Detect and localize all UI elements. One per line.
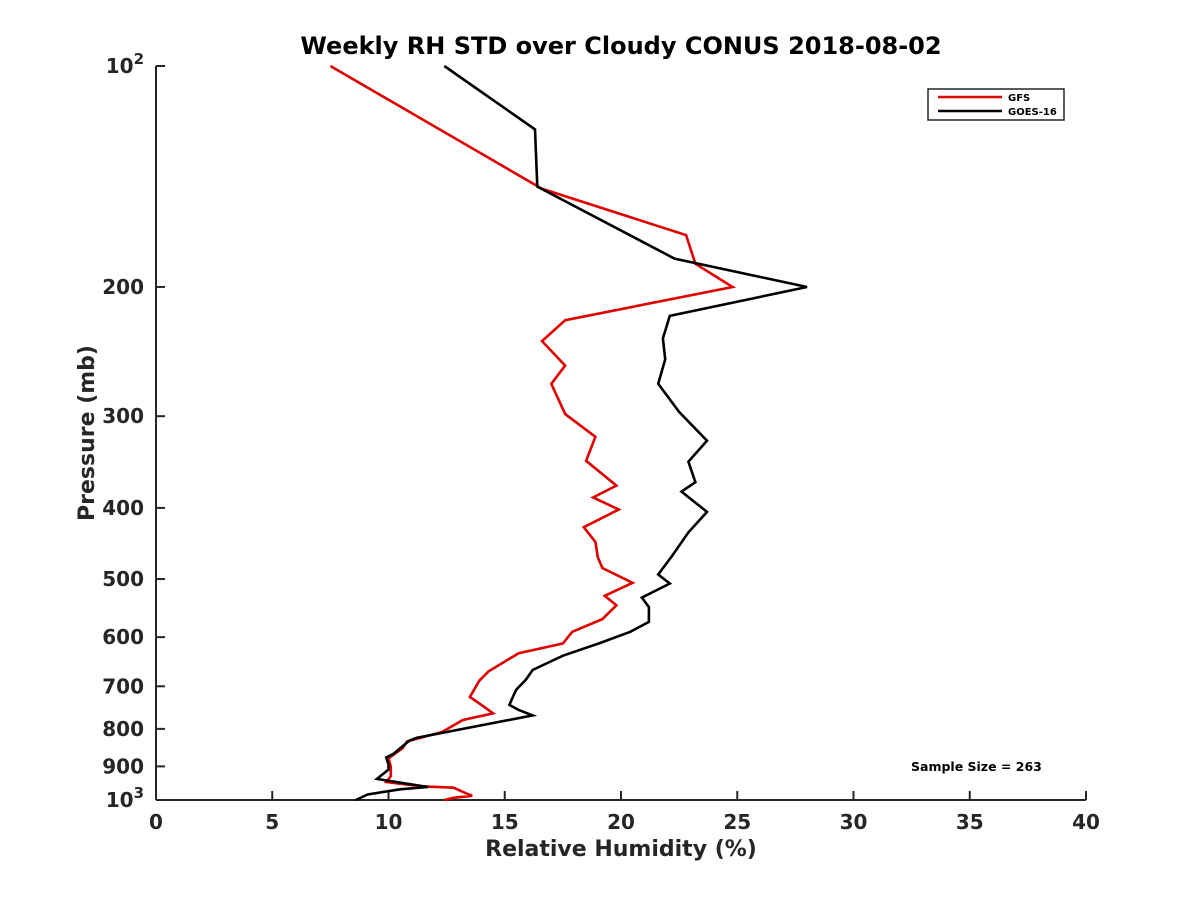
legend-label-goes16: GOES-16	[1008, 107, 1057, 118]
y-axis-label: Pressure (mb)	[75, 345, 100, 521]
y-tick-label: 300	[102, 404, 144, 428]
x-tick-label: 35	[956, 810, 984, 834]
legend-label-gfs: GFS	[1008, 93, 1030, 104]
sample-size-annotation: Sample Size = 263	[911, 759, 1042, 774]
y-tick-label: 400	[102, 496, 144, 520]
series-line-gfs	[329, 64, 737, 802]
x-tick-label: 30	[840, 810, 868, 834]
y-tick-label: 500	[102, 567, 144, 591]
x-tick-label: 25	[723, 810, 751, 834]
y-tick-label: 700	[102, 674, 144, 698]
series-layer	[329, 64, 808, 802]
y-tick-label: 900	[102, 754, 144, 778]
x-ticks: 0 5 10 15 20 25 30 35 40	[149, 791, 1100, 834]
y-ticks: 102 200 300 400 500 600 700 800 900 103	[102, 50, 165, 812]
y-tick-label: 102	[106, 50, 144, 78]
legend: GFS GOES-16	[927, 88, 1065, 121]
x-axis-label: Relative Humidity (%)	[485, 837, 757, 862]
legend-box	[927, 88, 1065, 121]
x-tick-label: 15	[491, 810, 519, 834]
plot-area: 0 5 10 15 20 25 30 35 40 102 200 300 400 500 600 700 80…	[102, 50, 1100, 834]
y-tick-label: 800	[102, 717, 144, 741]
x-tick-label: 10	[375, 810, 403, 834]
y-tick-label: 600	[102, 625, 144, 649]
x-tick-label: 20	[607, 810, 635, 834]
x-tick-label: 40	[1072, 810, 1100, 834]
y-tick-label: 103	[106, 784, 144, 812]
x-tick-label: 5	[265, 810, 279, 834]
y-tick-label: 200	[102, 275, 144, 299]
chart-title: Weekly RH STD over Cloudy CONUS 2018-08-…	[300, 32, 941, 60]
series-line-goes16	[355, 64, 808, 802]
x-tick-label: 0	[149, 810, 163, 834]
